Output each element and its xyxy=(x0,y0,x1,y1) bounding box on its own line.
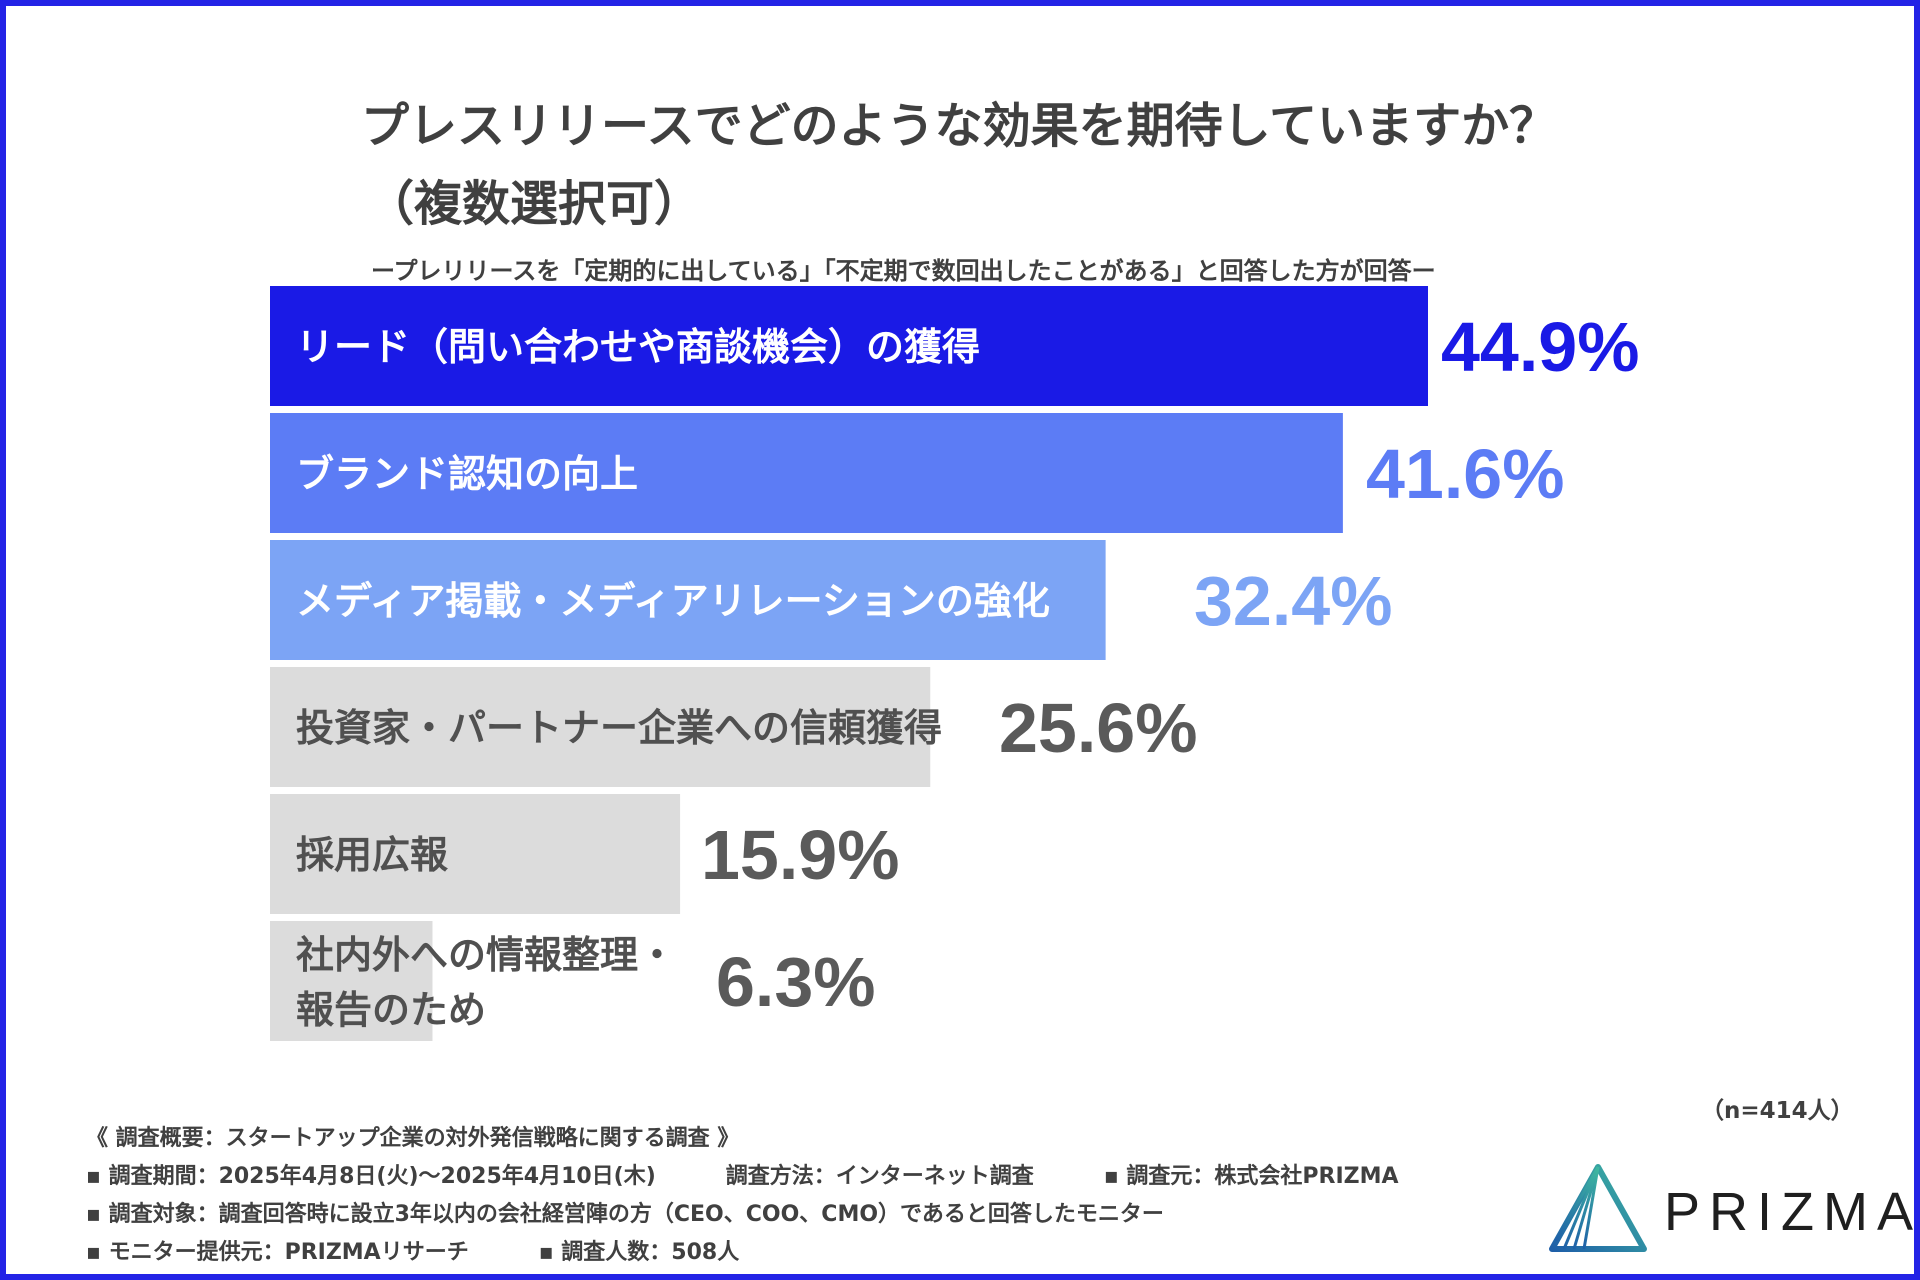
bar-label-3: メディア掲載・メディアリレーションの強化 xyxy=(296,579,1050,623)
chart-subtitle: ープレリリースを「定期的に出している」「不定期で数回出したことがある」と回答した… xyxy=(371,257,1436,285)
chart-title: プレスリリースでどのような効果を期待していますか？ xyxy=(361,98,1558,154)
bar-chart: リード（問い合わせや商談機会）の獲得 44.9% ブランド認知の向上 41.6% メディ… xyxy=(270,286,1639,1041)
bar-2 xyxy=(270,413,1343,533)
bar-label-4: 投資家・パートナー企業への信頼獲得 xyxy=(296,706,942,750)
survey-count: ▪ 調査人数：508人 xyxy=(538,1240,740,1265)
survey-target: ▪ 調査対象：調査回答時に設立3年以内の会社経営陣の方（CEO、COO、CMO）… xyxy=(86,1202,1164,1227)
bar-label-5: 採用広報 xyxy=(296,833,448,877)
prizma-logo-text: PRIZMA xyxy=(1664,1182,1920,1242)
prizma-triangle-icon xyxy=(1549,1164,1647,1252)
value-label-1: 44.9% xyxy=(1441,308,1639,386)
bar-5 xyxy=(270,794,681,914)
prizma-logo: PRIZMA xyxy=(1544,1161,1914,1261)
sample-size-label: （n=414人） xyxy=(1701,1098,1854,1124)
bar-4 xyxy=(270,667,931,787)
survey-footer: 《 調査概要：スタートアップ企業の対外発信戦略に関する調査 》 ▪ 調査期間：2… xyxy=(86,1120,1399,1272)
value-label-4: 25.6% xyxy=(999,689,1197,767)
survey-provider: ▪ モニター提供元：PRIZMAリサーチ xyxy=(86,1240,469,1265)
survey-source: ▪ 調査元：株式会社PRIZMA xyxy=(1103,1164,1399,1189)
survey-provider-row: ▪ モニター提供元：PRIZMAリサーチ ▪ 調査人数：508人 xyxy=(86,1234,1399,1272)
chart-title-note: （複数選択可） xyxy=(366,176,703,232)
bar-label-1: リード（問い合わせや商談機会）の獲得 xyxy=(296,325,980,369)
survey-period: ▪ 調査期間：2025年4月8日(火)〜2025年4月10日(木) xyxy=(86,1164,656,1189)
survey-heading: 《 調査概要：スタートアップ企業の対外発信戦略に関する調査 》 xyxy=(86,1126,740,1151)
value-label-2: 41.6% xyxy=(1366,435,1564,513)
bar-3 xyxy=(270,540,1106,660)
survey-period-row: ▪ 調査期間：2025年4月8日(火)〜2025年4月10日(木) 調査方法：イン… xyxy=(86,1158,1399,1196)
value-label-3: 32.4% xyxy=(1194,562,1392,640)
bar-label-2: ブランド認知の向上 xyxy=(296,452,638,496)
survey-method: 調査方法：インターネット調査 xyxy=(725,1164,1034,1189)
bar-1 xyxy=(270,286,1428,406)
value-label-6: 6.3% xyxy=(716,943,876,1021)
bar-label-6: 社内外への情報整理・報告のため xyxy=(296,933,676,1032)
value-label-5: 15.9% xyxy=(701,816,899,894)
bar-6 xyxy=(270,921,433,1041)
